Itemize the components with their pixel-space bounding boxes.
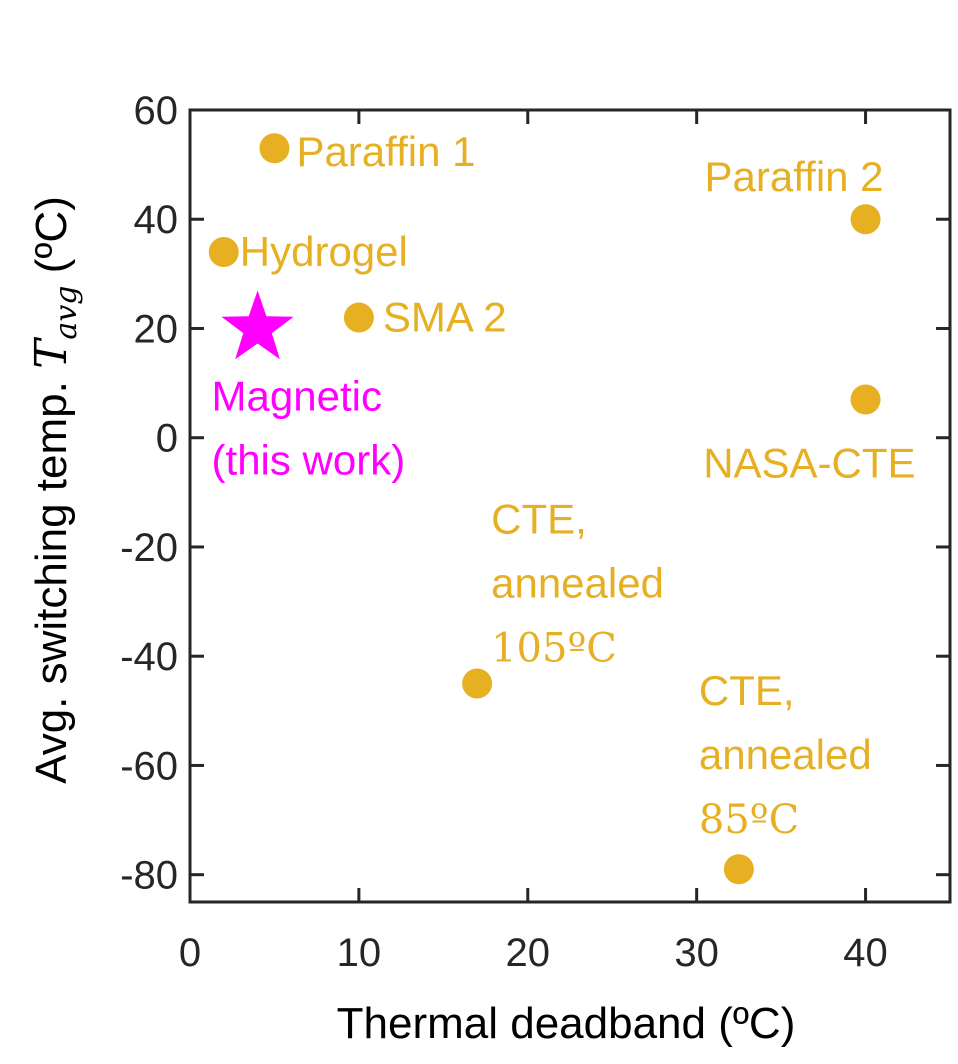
point-cte-85-label-0: CTE,	[699, 667, 795, 714]
point-magnetic-label-0: Magnetic	[212, 372, 382, 419]
y-tick-label: 0	[156, 417, 178, 461]
point-magnetic-label-1: (this work)	[212, 436, 406, 483]
point-cte-105-marker	[462, 668, 493, 699]
x-tick-label: 40	[843, 931, 888, 975]
y-axis-title-prefix: Avg. switching temp.	[27, 369, 76, 784]
point-cte-85-marker	[723, 854, 754, 885]
axes-layer	[188, 108, 952, 904]
plot-frame	[188, 108, 952, 904]
x-tick-label: 20	[506, 931, 551, 975]
point-cte-105-label-2: 105ºC	[491, 626, 617, 672]
x-tick-label: 0	[179, 931, 201, 975]
point-nasa-cte-label-0: NASA-CTE	[703, 439, 915, 486]
x-tick-label: 10	[337, 931, 382, 975]
y-axis-title-unit: (ºC)	[27, 196, 76, 285]
y-axis-title: Avg. switching temp. Tavg (ºC)	[26, 196, 84, 784]
y-tick-label: -20	[120, 526, 178, 570]
point-hydrogel-marker	[208, 237, 239, 268]
point-hydrogel-label-0: Hydrogel	[240, 228, 408, 275]
point-cte-105-label-0: CTE,	[491, 496, 587, 543]
labels-layer: Paraffin 1 Paraffin 2 Hydrogel SMA 2Magneti…	[212, 128, 916, 843]
point-paraffin-1-label-0: Paraffin 1	[296, 128, 475, 175]
y-tick-label: -40	[120, 635, 178, 679]
point-sma-2-marker	[343, 302, 374, 333]
x-tick-label: 30	[674, 931, 719, 975]
x-axis-title: Thermal deadband (ºC)	[337, 999, 796, 1048]
y-axis-title-subscript: avg	[49, 286, 84, 340]
y-axis-title-symbol: T	[26, 336, 77, 369]
y-tick-label: -80	[120, 854, 178, 898]
points-layer	[208, 133, 881, 885]
point-paraffin-2-marker	[850, 204, 881, 235]
point-cte-85-label-2: 85ºC	[699, 797, 799, 843]
point-nasa-cte-marker	[850, 384, 881, 415]
point-magnetic-marker	[221, 290, 294, 360]
y-tick-label: 60	[134, 89, 179, 133]
point-sma-2-label-0: SMA 2	[383, 294, 507, 341]
point-paraffin-2-label-0: Paraffin 2	[705, 153, 884, 200]
point-paraffin-1-marker	[259, 133, 290, 164]
y-tick-label: 20	[134, 307, 179, 351]
y-tick-label: -60	[120, 744, 178, 788]
point-cte-105-label-1: annealed	[491, 560, 664, 607]
ticks-layer: 0 10 20 30 40 -80 -60 -40 -20 0 20 40 60	[120, 89, 950, 975]
y-tick-label: 40	[134, 198, 179, 242]
point-cte-85-label-1: annealed	[699, 731, 872, 778]
